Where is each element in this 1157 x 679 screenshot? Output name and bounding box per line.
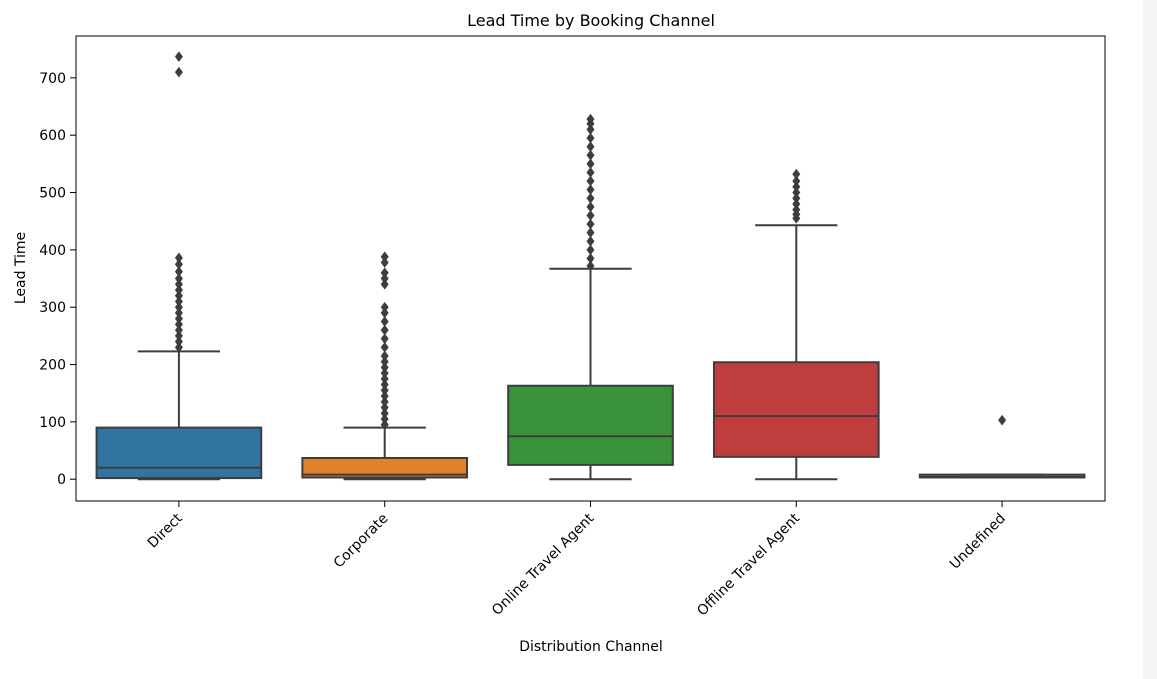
outlier-point (380, 350, 389, 362)
outlier-point (380, 301, 389, 313)
box-group-direct (95, 51, 263, 481)
outlier-point (174, 301, 183, 313)
box-offline-travel-agent (712, 361, 880, 458)
x-axis: Direct Corporate Online Travel Agent Offlin… (145, 501, 1009, 619)
outlier-point (380, 390, 389, 402)
outlier-point (792, 175, 801, 187)
outlier-point (174, 284, 183, 296)
outlier-point (792, 181, 801, 193)
y-tick-label: 0 (57, 472, 66, 488)
outlier-point (380, 373, 389, 385)
outlier-point (380, 257, 389, 268)
outlier-point (174, 290, 183, 302)
outlier-point (586, 260, 595, 272)
outlier-point (586, 124, 595, 135)
x-tick-label: Offline Travel Agent (694, 510, 803, 619)
outlier-point (586, 244, 595, 256)
outlier-point (586, 218, 595, 230)
outlier-point (792, 187, 801, 198)
outlier-point (380, 307, 389, 319)
outlier-point (174, 330, 183, 342)
outlier-point (380, 384, 389, 396)
box-corporate (301, 456, 469, 479)
plot-area (95, 51, 1086, 481)
outlier-point (174, 258, 183, 270)
outlier-point (174, 252, 183, 264)
outlier-point (174, 313, 183, 325)
outlier-point (586, 235, 595, 247)
box-group-corporate (301, 251, 469, 481)
x-axis-label: Distribution Channel (519, 639, 663, 655)
outlier-point (998, 414, 1007, 426)
outlier-point (380, 419, 389, 431)
outlier-point (586, 253, 595, 264)
outlier-point (380, 367, 389, 379)
y-tick-label: 700 (39, 71, 66, 87)
box-online-travel-agent (507, 384, 674, 466)
outlier-point (174, 318, 183, 330)
y-tick-label: 500 (39, 186, 66, 202)
y-tick-label: 400 (39, 243, 66, 259)
outlier-point (380, 341, 389, 353)
outlier-point (586, 167, 595, 178)
outlier-point (380, 356, 389, 368)
box-group-offline-travel-agent (712, 168, 880, 481)
outlier-point (586, 141, 595, 153)
outlier-point (380, 396, 389, 408)
x-tick-label: Corporate (331, 511, 392, 572)
outlier-point (380, 407, 389, 419)
y-tick-label: 100 (39, 415, 66, 431)
x-tick-label: Undefined (947, 511, 1009, 573)
outlier-point (586, 158, 595, 170)
outlier-point (174, 51, 183, 63)
chart-title: Lead Time by Booking Channel (467, 11, 715, 30)
outlier-point (792, 204, 801, 216)
x-tick-label: Online Travel Agent (489, 510, 598, 619)
outlier-point (380, 278, 389, 290)
outlier-point (174, 266, 183, 278)
outlier-point (380, 333, 389, 345)
outlier-point (174, 336, 183, 348)
outlier-point (174, 278, 183, 290)
box-group-online-travel-agent (507, 113, 674, 481)
outlier-point (586, 113, 595, 125)
y-tick-label: 600 (39, 128, 66, 144)
outlier-point (586, 192, 595, 204)
outlier-point (174, 307, 183, 319)
outlier-point (380, 251, 389, 263)
outlier-point (792, 192, 801, 204)
right-strip (1143, 0, 1157, 679)
y-axis: 0 100 200 300 400 500 600 700 (39, 71, 76, 488)
outlier-point (792, 168, 801, 180)
box-group-undefined (918, 414, 1086, 479)
outlier-point (174, 341, 183, 353)
outlier-point (380, 413, 389, 425)
y-axis-label: Lead Time (13, 232, 29, 304)
x-tick-label: Direct (145, 510, 186, 551)
outlier-point (586, 184, 595, 196)
outlier-point (380, 379, 389, 391)
outlier-point (174, 324, 183, 336)
outlier-point (380, 316, 389, 327)
outlier-point (380, 402, 389, 413)
outlier-point (586, 201, 595, 213)
outlier-point (174, 273, 183, 284)
outlier-point (174, 66, 183, 78)
y-tick-label: 200 (39, 358, 66, 374)
outlier-point (380, 267, 389, 279)
outlier-point (380, 273, 389, 284)
outlier-point (380, 361, 389, 373)
outlier-point (586, 210, 595, 221)
outlier-point (174, 296, 183, 307)
outlier-point (586, 149, 595, 161)
outlier-point (586, 175, 595, 187)
box-direct (95, 426, 263, 480)
outlier-point (586, 227, 595, 239)
outlier-point (380, 324, 389, 336)
y-tick-label: 300 (39, 300, 66, 316)
outlier-point (792, 198, 801, 210)
outlier-point (586, 132, 595, 144)
